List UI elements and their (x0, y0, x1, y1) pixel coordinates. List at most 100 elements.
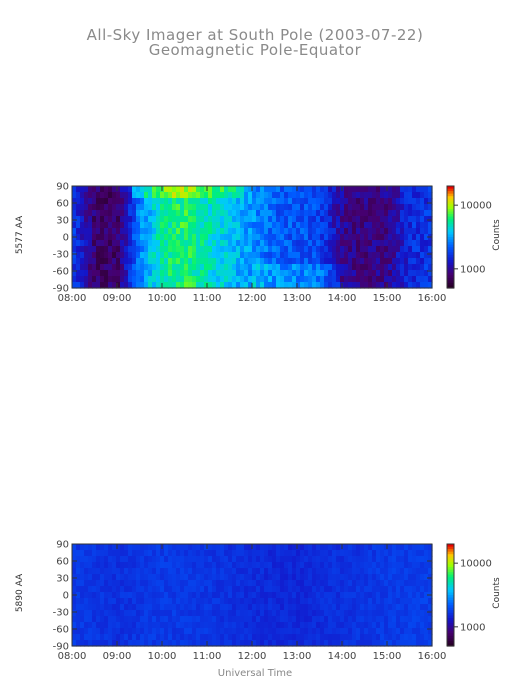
heatmap-cell (220, 246, 225, 253)
heatmap-cell (328, 598, 333, 605)
heatmap-cell (256, 604, 261, 611)
heatmap-cell (332, 210, 337, 217)
heatmap-cell (260, 204, 265, 211)
heatmap-cell (368, 222, 373, 229)
heatmap-cell (176, 222, 181, 229)
heatmap-cell (380, 270, 385, 277)
heatmap-cell (188, 210, 193, 217)
colorbar-step (447, 556, 454, 560)
heatmap-cell (212, 246, 217, 253)
heatmap-cell (156, 592, 161, 599)
heatmap-cell (248, 204, 253, 211)
heatmap-cell (100, 640, 105, 647)
heatmap-cell (252, 556, 257, 563)
heatmap-cell (408, 634, 413, 641)
heatmap-cell (332, 562, 337, 569)
heatmap-cell (252, 216, 257, 223)
heatmap-cell (256, 246, 261, 253)
heatmap-cell (184, 616, 189, 623)
heatmap-cell (192, 592, 197, 599)
heatmap-cell (332, 216, 337, 223)
heatmap-cell (120, 234, 125, 241)
heatmap-cell (100, 580, 105, 587)
heatmap-cell (292, 550, 297, 557)
heatmap-cell (268, 222, 273, 229)
heatmap-cell (200, 264, 205, 271)
heatmap-cell (100, 282, 105, 289)
heatmap-cell (408, 640, 413, 647)
heatmap-cell (208, 610, 213, 617)
heatmap-cell (292, 586, 297, 593)
heatmap-cell (224, 610, 229, 617)
heatmap-cell (188, 258, 193, 265)
heatmap-cell (248, 616, 253, 623)
heatmap-cell (324, 616, 329, 623)
heatmap-cell (216, 204, 221, 211)
y-tick-label: -30 (53, 608, 69, 619)
heatmap-cell (252, 622, 257, 629)
heatmap-cell (384, 186, 389, 193)
heatmap-cell (264, 234, 269, 241)
heatmap-cell (116, 228, 121, 235)
heatmap-cell (220, 210, 225, 217)
heatmap-cell (248, 198, 253, 205)
heatmap-cell (148, 282, 153, 289)
heatmap-cell (104, 640, 109, 647)
heatmap-cell (348, 592, 353, 599)
heatmap-cell (168, 222, 173, 229)
heatmap-cell (144, 204, 149, 211)
heatmap-cell (324, 198, 329, 205)
heatmap-cell (388, 574, 393, 581)
heatmap-cell (132, 240, 137, 247)
heatmap-cell (420, 222, 425, 229)
heatmap-cell (236, 252, 241, 259)
heatmap-cell (120, 264, 125, 271)
heatmap-cell (228, 640, 233, 647)
heatmap-cell (408, 622, 413, 629)
heatmap-cell (216, 562, 221, 569)
heatmap-cell (84, 210, 89, 217)
heatmap-cell (328, 568, 333, 575)
heatmap-cell (188, 616, 193, 623)
heatmap-cell (156, 568, 161, 575)
heatmap-cell (96, 258, 101, 265)
heatmap-cell (312, 550, 317, 557)
heatmap-cell (416, 228, 421, 235)
heatmap-cell (252, 628, 257, 635)
heatmap-cell (120, 276, 125, 283)
heatmap-cell (312, 556, 317, 563)
heatmap-cell (300, 228, 305, 235)
heatmap-cell (420, 544, 425, 551)
heatmap-cell (192, 186, 197, 193)
heatmap-cell (296, 592, 301, 599)
heatmap-cell (276, 240, 281, 247)
heatmap-cell (260, 580, 265, 587)
heatmap-cell (384, 568, 389, 575)
heatmap-cell (196, 580, 201, 587)
heatmap-cell (244, 544, 249, 551)
heatmap-cell (152, 544, 157, 551)
heatmap-cell (188, 604, 193, 611)
heatmap-cell (212, 192, 217, 199)
colorbar-step (447, 244, 454, 248)
heatmap-cell (388, 586, 393, 593)
heatmap-cell (268, 204, 273, 211)
heatmap-cell (120, 580, 125, 587)
colorbar-step (447, 237, 454, 241)
heatmap-cell (368, 240, 373, 247)
heatmap-cell (348, 550, 353, 557)
heatmap-cell (384, 276, 389, 283)
heatmap-cell (164, 222, 169, 229)
heatmap-cell (224, 258, 229, 265)
heatmap-cell (168, 210, 173, 217)
heatmap-cell (356, 562, 361, 569)
heatmap-cell (404, 264, 409, 271)
heatmap-cell (352, 192, 357, 199)
heatmap-cell (332, 640, 337, 647)
heatmap-cell (288, 222, 293, 229)
heatmap-cell (108, 610, 113, 617)
heatmap-cell (280, 610, 285, 617)
heatmap-cell (112, 634, 117, 641)
heatmap-cell (152, 604, 157, 611)
heatmap-cell (160, 252, 165, 259)
